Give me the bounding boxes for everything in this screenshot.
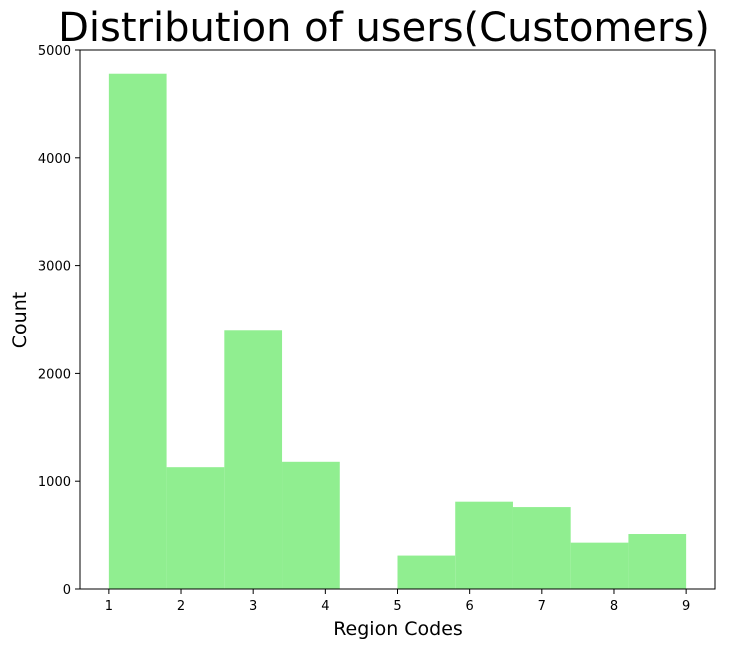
y-axis: 0 1000 2000 3000 4000 5000 — [38, 44, 80, 598]
histogram-bar — [224, 330, 283, 589]
y-axis-label: Count — [9, 292, 31, 348]
y-tick-label: 3000 — [38, 260, 71, 275]
y-tick-label: 5000 — [38, 44, 71, 59]
y-tick-label: 1000 — [38, 475, 71, 490]
histogram-bar — [455, 501, 513, 589]
y-tick-label: 0 — [63, 583, 71, 598]
histogram-bar — [397, 555, 456, 589]
x-axis: 1 2 3 4 5 6 7 8 9 — [105, 589, 690, 614]
x-tick-label: 9 — [682, 599, 690, 614]
x-tick-label: 3 — [249, 599, 257, 614]
x-tick-label: 6 — [466, 599, 474, 614]
y-tick-label: 2000 — [38, 367, 71, 382]
bars-group — [108, 73, 687, 589]
histogram-bar — [282, 461, 340, 589]
x-tick-label: 7 — [538, 599, 546, 614]
x-tick-label: 2 — [177, 599, 185, 614]
histogram-bar — [512, 507, 571, 589]
histogram-bar — [166, 467, 225, 589]
histogram-bar — [628, 534, 687, 589]
x-tick-label: 4 — [321, 599, 329, 614]
x-tick-label: 1 — [105, 599, 113, 614]
histogram-bar — [570, 542, 629, 589]
histogram-bar — [108, 73, 167, 589]
chart-title: Distribution of users(Customers) — [58, 5, 710, 51]
x-tick-label: 8 — [610, 599, 618, 614]
x-tick-label: 5 — [393, 599, 401, 614]
y-tick-label: 4000 — [38, 152, 71, 167]
x-axis-label: Region Codes — [333, 618, 463, 640]
